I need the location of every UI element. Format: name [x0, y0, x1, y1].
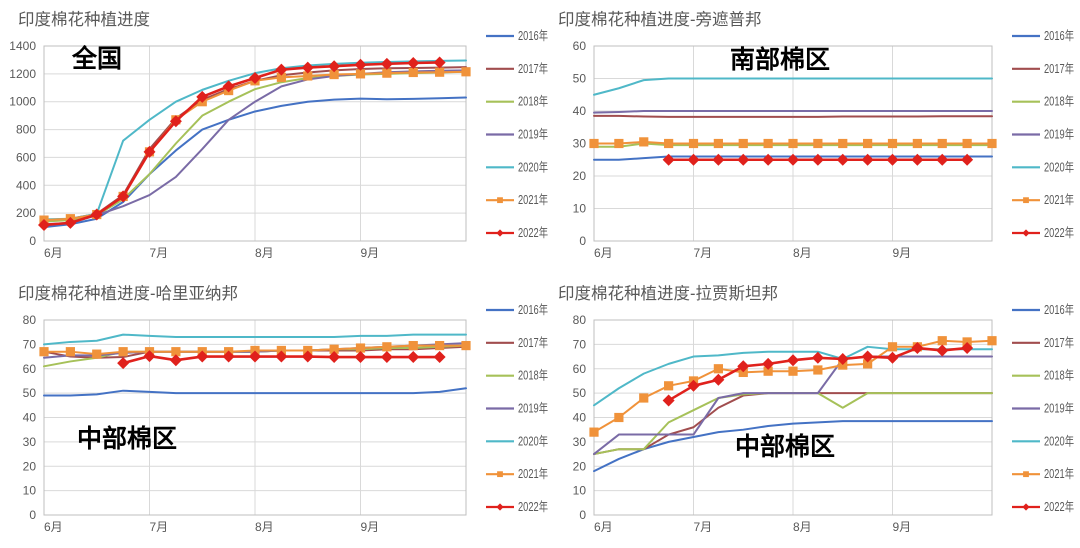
svg-text:60: 60 — [23, 362, 37, 376]
svg-text:8月: 8月 — [255, 520, 274, 534]
svg-text:全国: 全国 — [71, 44, 122, 73]
svg-text:50: 50 — [573, 72, 587, 86]
svg-text:2021年: 2021年 — [1044, 193, 1074, 207]
svg-text:2019年: 2019年 — [1044, 128, 1074, 142]
svg-text:2018年: 2018年 — [1044, 95, 1074, 109]
svg-text:9月: 9月 — [893, 246, 912, 260]
svg-text:60: 60 — [573, 362, 587, 376]
svg-text:10: 10 — [573, 484, 587, 498]
svg-text:30: 30 — [23, 435, 37, 449]
svg-text:0: 0 — [29, 508, 36, 522]
svg-text:7月: 7月 — [150, 246, 169, 260]
svg-text:10: 10 — [573, 202, 587, 216]
svg-text:60: 60 — [573, 39, 587, 53]
svg-text:800: 800 — [16, 123, 36, 137]
svg-text:中部棉区: 中部棉区 — [735, 432, 835, 461]
svg-text:20: 20 — [573, 169, 587, 183]
svg-text:中部棉区: 中部棉区 — [77, 424, 177, 453]
svg-text:6月: 6月 — [44, 520, 63, 534]
svg-text:南部棉区: 南部棉区 — [730, 45, 830, 74]
svg-text:8月: 8月 — [255, 246, 274, 260]
svg-text:2018年: 2018年 — [1044, 369, 1074, 383]
svg-text:1200: 1200 — [9, 67, 36, 81]
svg-text:印度棉花种植进度: 印度棉花种植进度 — [18, 10, 150, 29]
svg-text:7月: 7月 — [150, 520, 169, 534]
svg-text:2020年: 2020年 — [1044, 160, 1074, 174]
svg-text:0: 0 — [579, 234, 586, 248]
svg-text:600: 600 — [16, 150, 36, 164]
svg-text:2020年: 2020年 — [1044, 434, 1074, 448]
svg-text:40: 40 — [573, 411, 587, 425]
svg-text:8月: 8月 — [793, 246, 812, 260]
svg-text:2022年: 2022年 — [1044, 500, 1074, 514]
svg-text:40: 40 — [23, 411, 37, 425]
svg-text:10: 10 — [23, 484, 37, 498]
svg-text:印度棉花种植进度-旁遮普邦: 印度棉花种植进度-旁遮普邦 — [558, 10, 762, 29]
svg-text:0: 0 — [29, 234, 36, 248]
svg-text:2021年: 2021年 — [1044, 467, 1074, 481]
svg-text:30: 30 — [573, 435, 587, 449]
svg-text:2019年: 2019年 — [1044, 402, 1074, 416]
svg-text:6月: 6月 — [594, 246, 613, 260]
svg-text:2017年: 2017年 — [1044, 336, 1074, 350]
svg-text:20: 20 — [23, 459, 37, 473]
svg-text:8月: 8月 — [793, 520, 812, 534]
svg-text:2017年: 2017年 — [1044, 62, 1074, 76]
svg-text:2022年: 2022年 — [1044, 226, 1074, 240]
svg-text:50: 50 — [573, 386, 587, 400]
svg-text:20: 20 — [573, 459, 587, 473]
svg-text:1400: 1400 — [9, 39, 36, 53]
svg-text:7月: 7月 — [694, 246, 713, 260]
svg-text:70: 70 — [573, 337, 587, 351]
svg-text:70: 70 — [23, 337, 37, 351]
svg-text:80: 80 — [573, 313, 587, 327]
svg-text:2016年: 2016年 — [1044, 303, 1074, 317]
svg-text:40: 40 — [573, 104, 587, 118]
svg-text:6月: 6月 — [594, 520, 613, 534]
svg-text:400: 400 — [16, 178, 36, 192]
svg-text:0: 0 — [579, 508, 586, 522]
svg-text:50: 50 — [23, 386, 37, 400]
svg-text:9月: 9月 — [361, 520, 380, 534]
svg-text:6月: 6月 — [44, 246, 63, 260]
svg-text:30: 30 — [573, 137, 587, 151]
svg-text:9月: 9月 — [893, 520, 912, 534]
svg-text:1000: 1000 — [9, 95, 36, 109]
svg-text:200: 200 — [16, 206, 36, 220]
svg-text:7月: 7月 — [694, 520, 713, 534]
svg-text:印度棉花种植进度-拉贾斯坦邦: 印度棉花种植进度-拉贾斯坦邦 — [558, 284, 778, 303]
svg-text:2016年: 2016年 — [1044, 29, 1074, 43]
svg-text:9月: 9月 — [361, 246, 380, 260]
svg-text:80: 80 — [23, 313, 37, 327]
svg-text:印度棉花种植进度-哈里亚纳邦: 印度棉花种植进度-哈里亚纳邦 — [18, 284, 238, 303]
